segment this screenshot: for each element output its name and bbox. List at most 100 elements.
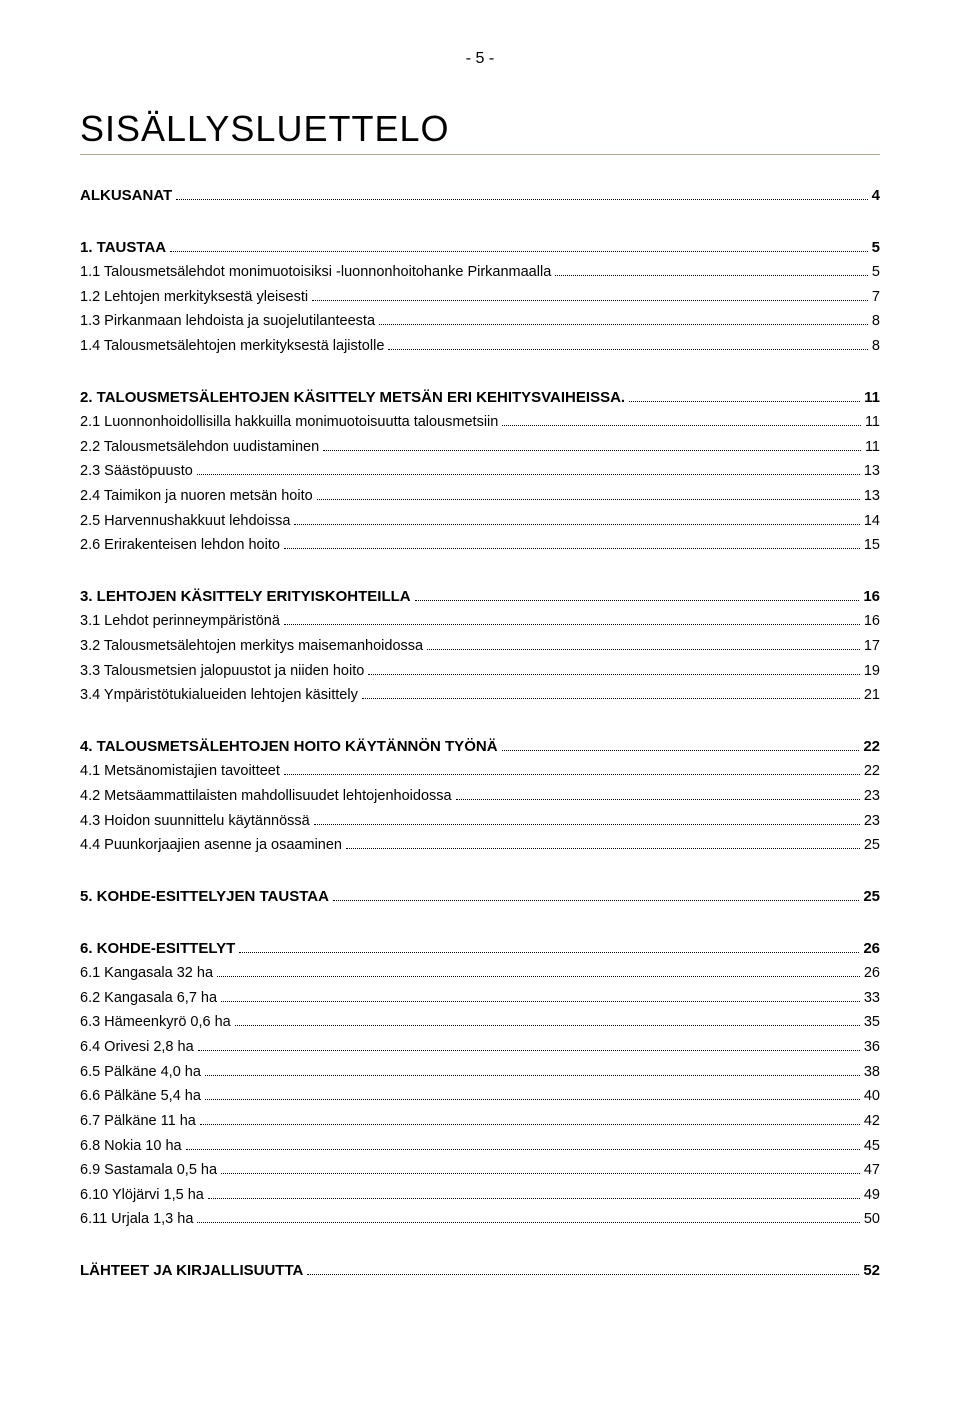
toc-leader-dots (555, 275, 868, 276)
toc-entry-line: 6.10 Ylöjärvi 1,5 ha49 (80, 1183, 880, 1208)
toc-heading-line: 4. TALOUSMETSÄLEHTOJEN HOITO KÄYTÄNNÖN T… (80, 734, 880, 760)
toc-leader-dots (502, 425, 861, 426)
toc-leader-dots (284, 548, 860, 549)
toc-entry-label: 2.2 Talousmetsälehdon uudistaminen (80, 435, 319, 460)
section-spacer (80, 558, 880, 584)
toc-entry-label: 1. TAUSTAA (80, 235, 166, 261)
toc-entry-line: 6.5 Pälkäne 4,0 ha38 (80, 1060, 880, 1085)
toc-leader-dots (217, 976, 860, 977)
toc-entry-label: 6.6 Pälkäne 5,4 ha (80, 1084, 201, 1109)
toc-leader-dots (186, 1149, 860, 1150)
toc-leader-dots (197, 1222, 859, 1223)
toc-entry-label: 3.1 Lehdot perinneympäristönä (80, 609, 280, 634)
toc-entry-label: 6.11 Urjala 1,3 ha (80, 1207, 193, 1232)
toc-leader-dots (208, 1198, 860, 1199)
toc-entry-page: 8 (872, 309, 880, 334)
toc-entry-label: 6.3 Hämeenkyrö 0,6 ha (80, 1010, 231, 1035)
toc-entry-page: 21 (864, 683, 880, 708)
toc-leader-dots (456, 799, 860, 800)
toc-entry-label: ALKUSANAT (80, 183, 172, 209)
toc-title: SISÄLLYSLUETTELO (80, 108, 880, 150)
toc-entry-line: 3.3 Talousmetsien jalopuustot ja niiden … (80, 659, 880, 684)
toc-entry-page: 5 (872, 235, 880, 261)
toc-entry-line: 2.2 Talousmetsälehdon uudistaminen11 (80, 435, 880, 460)
toc-entry-line: 2.5 Harvennushakkuut lehdoissa14 (80, 509, 880, 534)
toc-entry-page: 16 (864, 609, 880, 634)
toc-entry-page: 35 (864, 1010, 880, 1035)
toc-entry-line: 2.4 Taimikon ja nuoren metsän hoito13 (80, 484, 880, 509)
toc-heading-line: 3. LEHTOJEN KÄSITTELY ERITYISKOHTEILLA16 (80, 584, 880, 610)
toc-leader-dots (346, 848, 860, 849)
toc-entry-page: 19 (864, 659, 880, 684)
toc-leader-dots (198, 1050, 860, 1051)
toc-entry-line: 4.1 Metsänomistajien tavoitteet22 (80, 759, 880, 784)
toc-leader-dots (284, 624, 860, 625)
toc-entry-page: 23 (864, 809, 880, 834)
toc-entry-line: 4.3 Hoidon suunnittelu käytännössä23 (80, 809, 880, 834)
toc-leader-dots (317, 499, 860, 500)
toc-entry-label: 4. TALOUSMETSÄLEHTOJEN HOITO KÄYTÄNNÖN T… (80, 734, 498, 760)
toc-entry-label: 6.7 Pälkäne 11 ha (80, 1109, 196, 1134)
section-spacer (80, 359, 880, 385)
toc-entry-page: 47 (864, 1158, 880, 1183)
toc-leader-dots (362, 698, 860, 699)
toc-entry-label: 1.2 Lehtojen merkityksestä yleisesti (80, 285, 308, 310)
toc-entry-line: 4.4 Puunkorjaajien asenne ja osaaminen 25 (80, 833, 880, 858)
toc-heading-line: LÄHTEET JA KIRJALLISUUTTA 52 (80, 1258, 880, 1284)
toc-entry-page: 52 (863, 1258, 880, 1284)
toc-leader-dots (284, 774, 860, 775)
toc-leader-dots (239, 952, 859, 953)
toc-entry-page: 40 (864, 1084, 880, 1109)
toc-entry-page: 4 (872, 183, 880, 209)
toc-entry-line: 1.3 Pirkanmaan lehdoista ja suojelutilan… (80, 309, 880, 334)
toc-leader-dots (205, 1075, 860, 1076)
toc-heading-line: ALKUSANAT 4 (80, 183, 880, 209)
toc-container: ALKUSANAT 4 1. TAUSTAA 5 1.1 Talousmetsälehd… (80, 183, 880, 1284)
toc-entry-line: 1.4 Talousmetsälehtojen merkityksestä la… (80, 334, 880, 359)
toc-entry-page: 13 (864, 459, 880, 484)
toc-entry-page: 25 (864, 833, 880, 858)
toc-entry-label: 6.4 Orivesi 2,8 ha (80, 1035, 194, 1060)
toc-entry-label: 6.9 Sastamala 0,5 ha (80, 1158, 217, 1183)
toc-entry-page: 50 (864, 1207, 880, 1232)
toc-entry-label: 1.1 Talousmetsälehdot monimuotoisiksi -l… (80, 260, 551, 285)
toc-entry-line: 3.1 Lehdot perinneympäristönä 16 (80, 609, 880, 634)
toc-entry-page: 42 (864, 1109, 880, 1134)
toc-leader-dots (379, 324, 868, 325)
toc-entry-page: 11 (865, 410, 880, 435)
toc-entry-label: 6.8 Nokia 10 ha (80, 1134, 182, 1159)
section-spacer (80, 1232, 880, 1258)
toc-entry-label: LÄHTEET JA KIRJALLISUUTTA (80, 1258, 303, 1284)
toc-entry-line: 6.7 Pälkäne 11 ha 42 (80, 1109, 880, 1134)
toc-leader-dots (415, 600, 860, 601)
toc-entry-line: 6.1 Kangasala 32 ha26 (80, 961, 880, 986)
toc-entry-line: 2.1 Luonnonhoidollisilla hakkuilla monim… (80, 410, 880, 435)
toc-leader-dots (368, 674, 860, 675)
toc-entry-page: 15 (864, 533, 880, 558)
section-spacer (80, 708, 880, 734)
toc-entry-line: 6.2 Kangasala 6,7 ha33 (80, 986, 880, 1011)
toc-entry-page: 22 (863, 734, 880, 760)
toc-entry-label: 4.1 Metsänomistajien tavoitteet (80, 759, 280, 784)
page-number: - 5 - (80, 50, 880, 68)
toc-entry-label: 3.3 Talousmetsien jalopuustot ja niiden … (80, 659, 364, 684)
toc-entry-line: 2.6 Erirakenteisen lehdon hoito15 (80, 533, 880, 558)
toc-entry-label: 4.4 Puunkorjaajien asenne ja osaaminen (80, 833, 342, 858)
toc-entry-label: 4.2 Metsäammattilaisten mahdollisuudet l… (80, 784, 452, 809)
toc-leader-dots (221, 1001, 860, 1002)
toc-leader-dots (170, 251, 868, 252)
toc-leader-dots (314, 824, 860, 825)
toc-entry-page: 23 (864, 784, 880, 809)
toc-leader-dots (323, 450, 861, 451)
toc-entry-page: 17 (864, 634, 880, 659)
toc-entry-line: 3.2 Talousmetsälehtojen merkitys maisema… (80, 634, 880, 659)
toc-entry-label: 2.3 Säästöpuusto (80, 459, 193, 484)
toc-leader-dots (205, 1099, 860, 1100)
toc-entry-label: 2.4 Taimikon ja nuoren metsän hoito (80, 484, 313, 509)
toc-leader-dots (294, 524, 859, 525)
toc-entry-label: 6.2 Kangasala 6,7 ha (80, 986, 217, 1011)
toc-heading-line: 6. KOHDE-ESITTELYT26 (80, 936, 880, 962)
toc-entry-label: 2. TALOUSMETSÄLEHTOJEN KÄSITTELY METSÄN … (80, 385, 625, 411)
toc-entry-page: 49 (864, 1183, 880, 1208)
toc-entry-page: 11 (864, 385, 880, 411)
